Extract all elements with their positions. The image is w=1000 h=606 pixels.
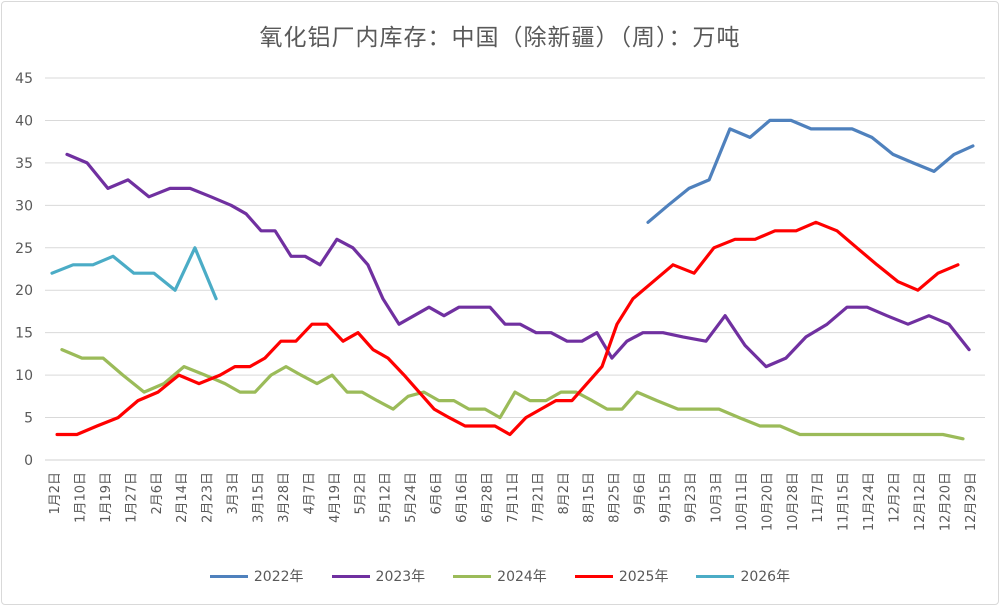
legend: 2022年 2023年 2024年 2025年 2026年 [0,566,1000,586]
x-tick-label: 5月12日 [379,472,394,523]
x-tick-label: 4月7日 [302,472,317,515]
x-tick-label: 8月15日 [582,472,597,523]
x-tick-label: 1月19日 [99,472,114,523]
y-tick-label: 0 [24,453,33,469]
series-line-2025年 [55,220,960,437]
legend-item: 2023年 [331,566,426,586]
x-tick-label: 9月15日 [659,472,674,523]
x-tick-label: 11月24日 [862,472,877,531]
x-tick-label: 2月23日 [201,472,216,523]
legend-item: 2025年 [574,566,669,586]
x-tick-label: 4月19日 [328,472,343,523]
x-tick-label: 7月11日 [506,472,521,523]
x-tick-label: 10月20日 [760,472,775,531]
legend-swatch [331,574,370,578]
legend-item: 2022年 [209,566,304,586]
legend-item: 2026年 [696,566,790,586]
x-tick-label: 8月2日 [557,472,572,515]
x-tick-label: 1月27日 [124,472,139,523]
x-tick-label: 9月23日 [684,472,699,523]
y-tick-label: 35 [15,156,33,172]
x-tick-label: 7月21日 [531,472,546,523]
x-tick-label: 2月6日 [150,472,165,515]
x-tick-label: 5月24日 [404,472,419,523]
x-tick-label: 1月2日 [48,472,63,515]
series-line-2024年 [60,348,965,441]
y-tick-label: 20 [15,283,33,299]
y-tick-label: 40 [15,113,33,129]
x-tick-label: 11月15日 [837,472,852,531]
legend-label: 2026年 [740,569,791,585]
x-tick-label: 10月3日 [709,472,724,523]
x-tick-label: 3月28日 [277,472,292,523]
x-tick-label: 6月28日 [480,472,495,523]
x-tick-label: 12月12日 [913,472,928,531]
x-tick-label: 9月6日 [633,472,648,515]
y-tick-label: 30 [15,198,33,214]
y-tick-label: 45 [15,71,33,87]
x-tick-label: 10月11日 [735,472,750,531]
x-tick-label: 10月28日 [786,472,801,531]
legend-item: 2024年 [453,566,547,586]
x-tick-label: 6月6日 [430,472,445,515]
series-line-2023年 [65,152,971,369]
legend-swatch [453,574,492,578]
chart-title: 氧化铝厂内库存：中国（除新疆）（周）：万吨 [259,25,741,51]
x-tick-label: 1月10日 [73,472,88,523]
x-tick-label: 12月29日 [964,472,979,531]
series-line-2022年 [646,118,975,224]
legend-label: 2022年 [253,569,304,585]
y-tick-label: 15 [15,326,33,342]
series-line-2026年 [50,246,218,301]
legend-label: 2024年 [497,569,547,585]
x-tick-label: 5月2日 [353,472,368,515]
legend-swatch [574,574,613,578]
y-tick-label: 10 [15,368,33,384]
legend-label: 2023年 [375,569,426,585]
legend-swatch [696,574,735,578]
x-tick-label: 3月3日 [226,472,241,515]
x-tick-label: 6月16日 [455,472,470,523]
x-tick-label: 12月20日 [938,472,953,531]
x-tick-label: 3月15日 [252,472,267,523]
legend-swatch [209,574,248,578]
x-tick-label: 2月14日 [175,472,190,523]
x-tick-label: 11月7日 [811,472,826,523]
x-tick-label: 8月25日 [608,472,623,523]
y-tick-label: 5 [24,411,33,427]
legend-label: 2025年 [618,569,669,585]
x-tick-label: 12月2日 [888,472,903,523]
y-tick-label: 25 [15,241,33,257]
